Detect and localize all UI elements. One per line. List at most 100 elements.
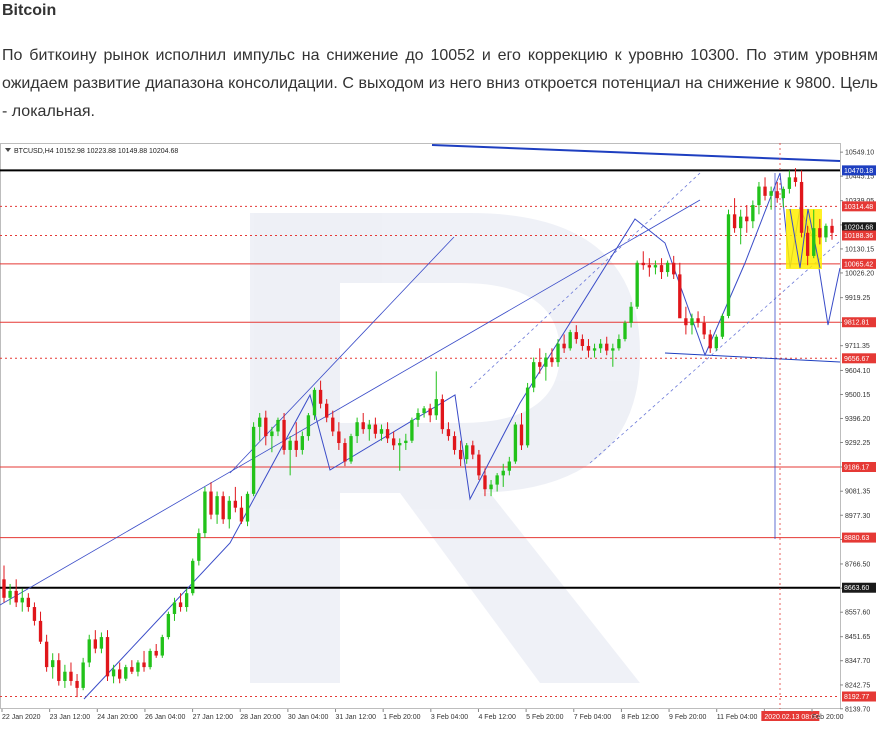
candle-body (209, 491, 213, 515)
x-tick-label: 2020.02.13 08:00 (764, 714, 819, 721)
candle (38, 611, 43, 645)
x-tick-label: 4 Feb 12:00 (478, 714, 515, 721)
candle-body (647, 265, 652, 268)
candle-body (264, 417, 268, 437)
chevron-down-icon[interactable] (5, 148, 11, 152)
candle (592, 343, 597, 358)
candle-body (574, 332, 578, 340)
candle (197, 528, 201, 566)
candle (702, 315, 706, 340)
candle (203, 486, 207, 538)
candle-body (325, 403, 329, 418)
candle-body (118, 669, 122, 679)
candle-body (105, 637, 110, 677)
candle-body (507, 461, 511, 471)
candle (434, 371, 438, 420)
candle-body (678, 274, 682, 319)
candle (416, 408, 420, 427)
candle-body (684, 318, 688, 326)
candle (130, 660, 134, 675)
candle (191, 558, 195, 596)
price-label: 9812.81 (842, 317, 876, 328)
candle-body (349, 436, 353, 462)
candle-body (562, 343, 566, 349)
candle (726, 209, 731, 319)
candle-body (586, 345, 591, 351)
candle-body (136, 662, 140, 672)
y-tick-label: 8451.65 (845, 634, 870, 641)
candle-body (99, 637, 104, 649)
candle (690, 313, 694, 335)
candle-body (26, 597, 31, 608)
candle-body (714, 336, 718, 349)
price-label-box (842, 258, 876, 269)
candle (337, 422, 341, 450)
candle (26, 593, 31, 612)
candle-body (343, 443, 347, 462)
candle (215, 491, 219, 524)
candle (379, 424, 384, 441)
candle (629, 302, 633, 328)
candle (665, 260, 670, 277)
price-chart[interactable]: 10549.1010445.1510339.0510234.1010130.15… (0, 143, 881, 732)
candle-body (258, 417, 262, 427)
candle (495, 473, 499, 492)
candle-body (696, 318, 700, 323)
candle (556, 339, 560, 367)
fan-line-1 (0, 199, 701, 606)
candle (818, 218, 822, 245)
candle (678, 262, 682, 319)
candle (312, 387, 317, 420)
candle-body (44, 641, 49, 668)
candle-body (130, 667, 134, 672)
candle (410, 417, 414, 444)
price-label-text: 10204.68 (844, 225, 873, 232)
candle (714, 334, 718, 351)
candle-body (87, 639, 91, 663)
price-label-text: 10188.36 (844, 233, 873, 240)
candle (57, 653, 61, 686)
candle-body (544, 357, 548, 367)
y-tick-label: 10130.15 (845, 246, 874, 253)
candle-body (556, 343, 560, 363)
candle (93, 630, 97, 654)
candle-body (665, 262, 670, 273)
candle-body (8, 590, 12, 598)
candle-body (519, 424, 524, 446)
candle-body (276, 419, 280, 432)
price-label: 8192.77 (842, 691, 876, 702)
x-tick-label: 27 Jan 12:00 (193, 714, 234, 721)
candle (659, 258, 664, 279)
candle-body (525, 387, 530, 446)
candle-body (14, 590, 18, 603)
x-tick-label: 5 Feb 20:00 (526, 714, 563, 721)
lower-trend-line (664, 352, 841, 363)
candle-body (215, 496, 219, 515)
candle (483, 468, 487, 497)
candle-body (513, 424, 518, 462)
candle-body (720, 315, 725, 337)
candle-body (69, 671, 73, 681)
candle (51, 653, 55, 679)
channel-lower (589, 240, 841, 464)
y-tick-label: 8242.75 (845, 682, 870, 689)
candle (136, 660, 140, 677)
price-label-box (842, 582, 876, 593)
price-label: 10314.48 (842, 201, 876, 212)
candle-body (38, 620, 43, 642)
candle (398, 438, 402, 471)
x-axis: 22 Jan 2020 23 Jan 12:00 24 Jan 20:00 26 Ja… (1, 709, 844, 721)
candle (184, 588, 189, 612)
candle (519, 412, 524, 450)
y-tick-label: 10445.15 (845, 174, 874, 181)
price-label-text: 10065.42 (844, 261, 873, 268)
y-tick-label: 8139.70 (845, 706, 870, 713)
candle (373, 417, 378, 439)
candle-body (483, 475, 487, 490)
price-label-box (842, 230, 876, 241)
candle-body (197, 533, 201, 561)
candle (87, 634, 91, 668)
candlestick-chart-svg[interactable]: 10549.1010445.1510339.0510234.1010130.15… (0, 143, 881, 732)
price-label-box (842, 353, 876, 364)
candle (446, 422, 451, 441)
